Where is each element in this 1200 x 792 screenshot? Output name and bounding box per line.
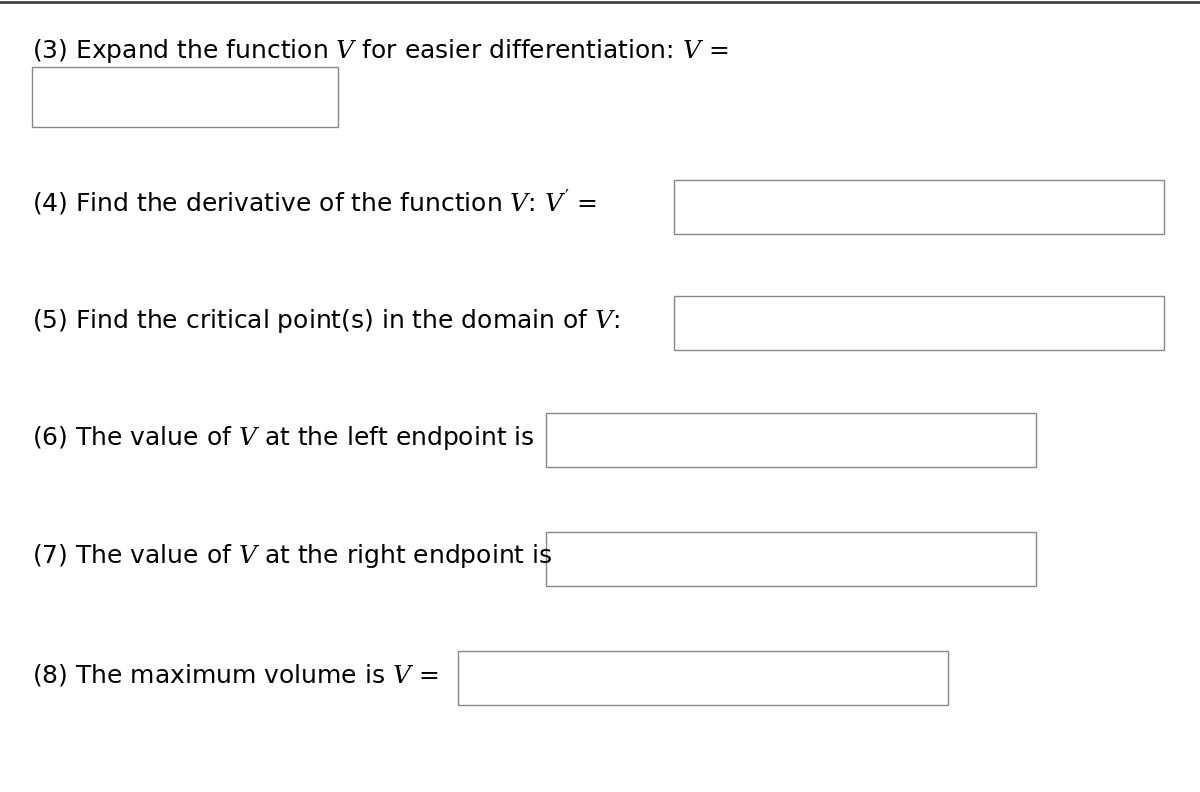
FancyBboxPatch shape: [546, 532, 1036, 586]
FancyBboxPatch shape: [32, 67, 338, 127]
FancyBboxPatch shape: [546, 413, 1036, 467]
Text: (4) Find the derivative of the function $V$: $V'$ =: (4) Find the derivative of the function …: [32, 187, 598, 217]
FancyBboxPatch shape: [458, 651, 948, 705]
Text: (6) The value of $V$ at the left endpoint is: (6) The value of $V$ at the left endpoin…: [32, 424, 535, 452]
FancyBboxPatch shape: [674, 180, 1164, 234]
Text: (7) The value of $V$ at the right endpoint is: (7) The value of $V$ at the right endpoi…: [32, 542, 553, 570]
FancyBboxPatch shape: [674, 296, 1164, 350]
Text: (8) The maximum volume is $V$ =: (8) The maximum volume is $V$ =: [32, 662, 439, 687]
Text: (3) Expand the function $V$ for easier differentiation: $V$ =: (3) Expand the function $V$ for easier d…: [32, 37, 728, 66]
Text: (5) Find the critical point(s) in the domain of $V$:: (5) Find the critical point(s) in the do…: [32, 307, 620, 335]
